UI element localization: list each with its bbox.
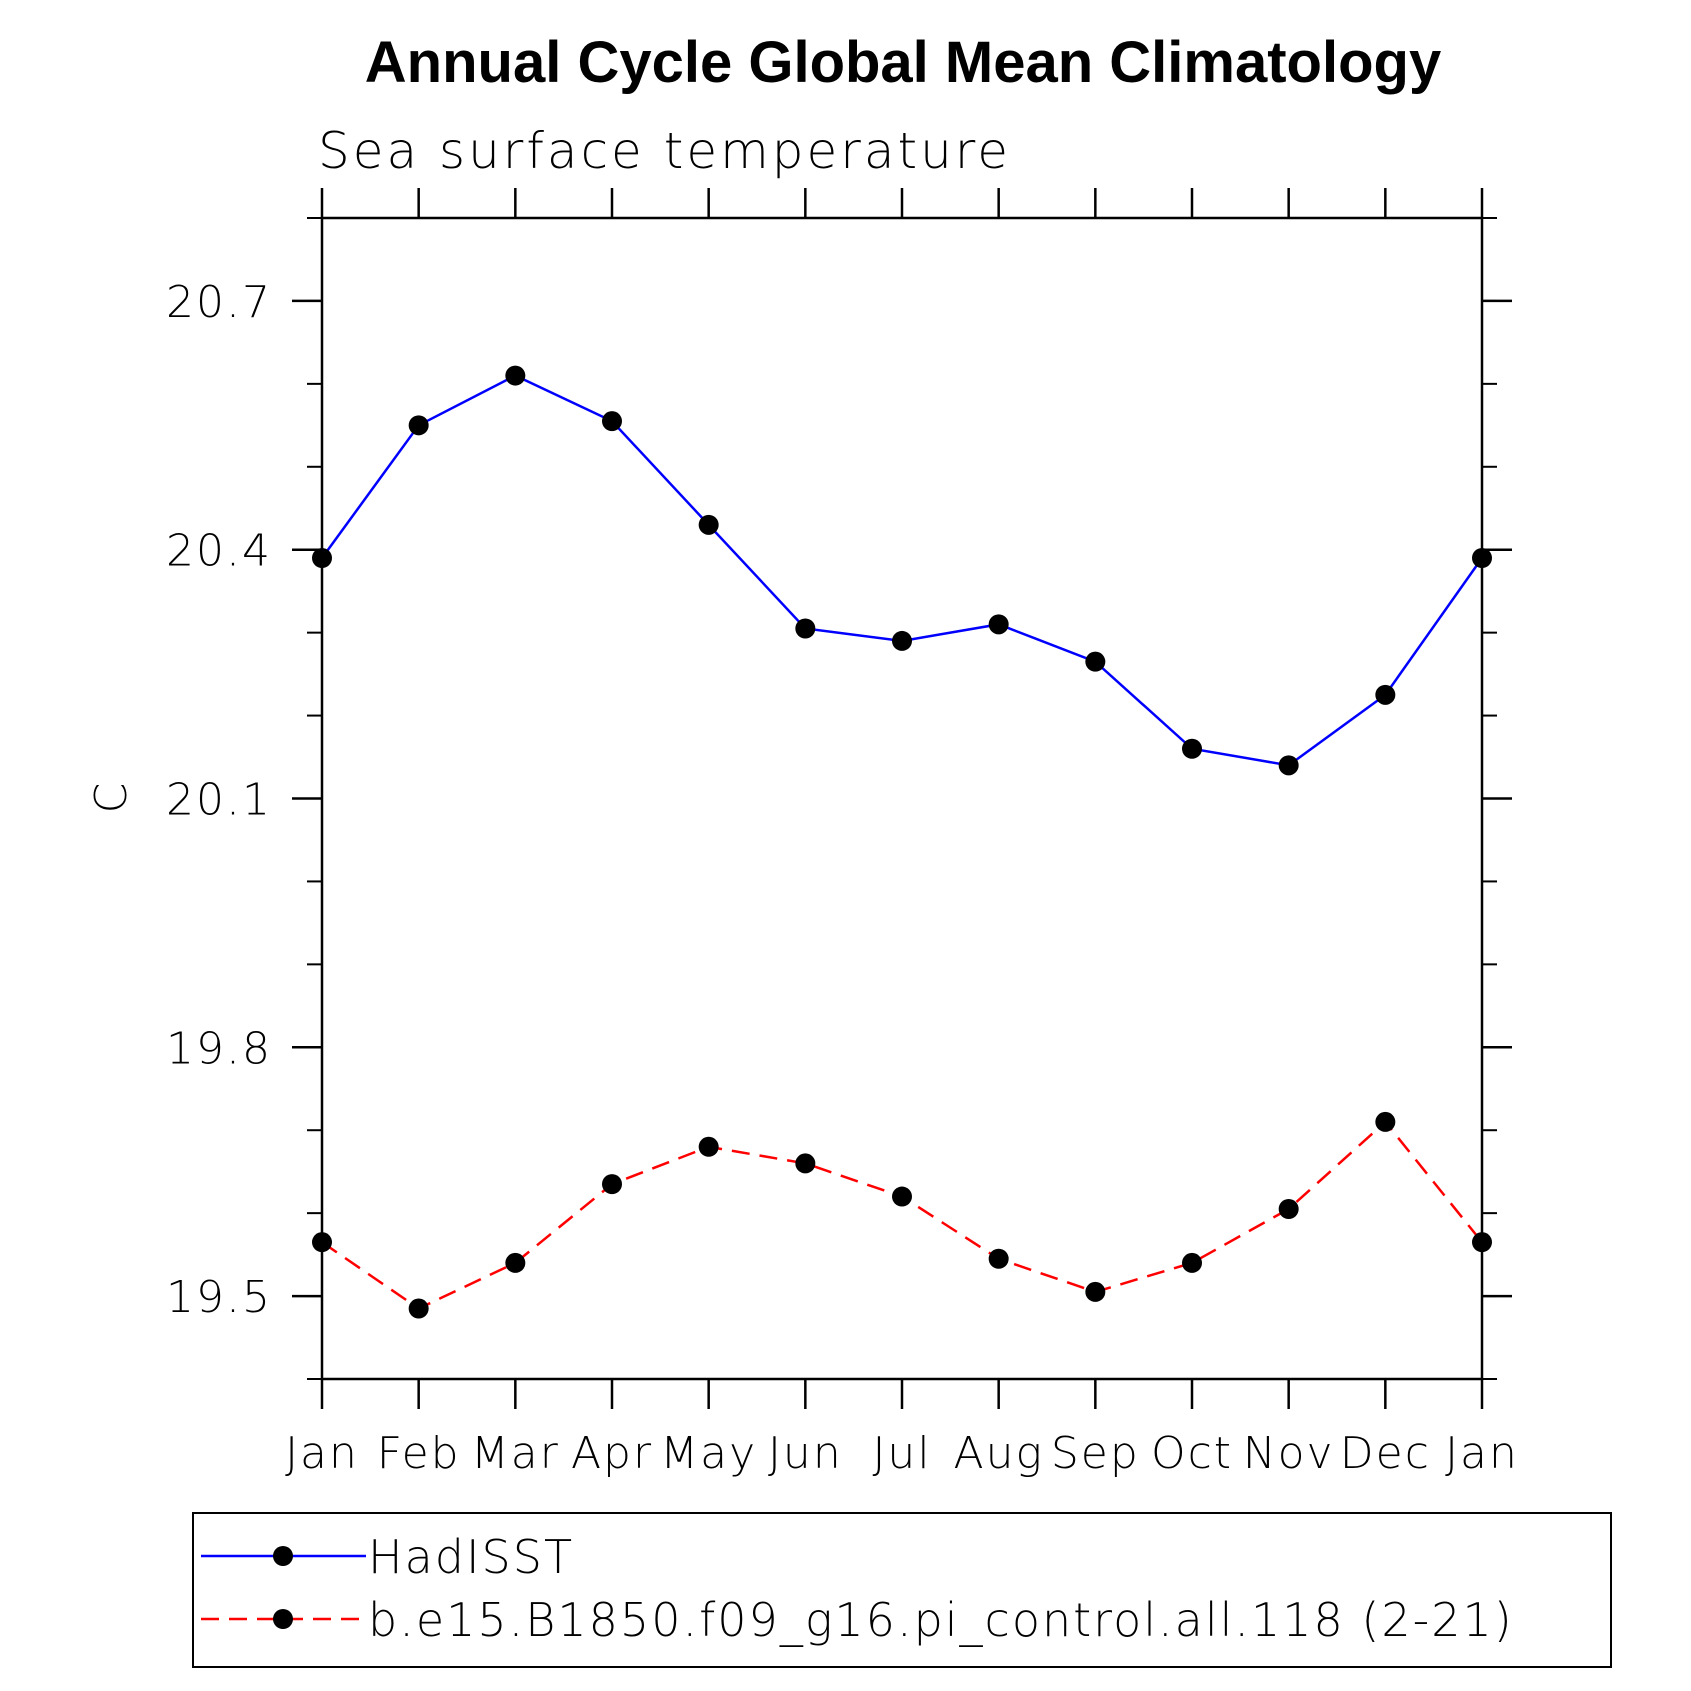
series-1-point: [1375, 684, 1396, 705]
series-1-point: [1182, 738, 1202, 759]
x-tick-label: Dec: [1340, 1428, 1431, 1479]
y-tick-label: 19.8: [166, 1023, 272, 1074]
x-tick-label: Mar: [471, 1428, 560, 1479]
x-tick-label: Apr: [571, 1428, 653, 1479]
series-1-point: [408, 415, 429, 436]
legend-items: HadISST b.e15.B1850.f09_g16.pi_control.al…: [201, 1530, 1514, 1647]
series-1-point: [312, 548, 332, 569]
legend-marker-1: [273, 1546, 293, 1566]
x-tick-label: Nov: [1243, 1428, 1335, 1479]
x-tick-label: Jun: [768, 1428, 843, 1479]
x-tick-label: May: [660, 1428, 757, 1479]
series-2-point: [1085, 1281, 1106, 1302]
series-2-point: [1375, 1111, 1396, 1132]
series-2-point: [795, 1153, 816, 1174]
series-1-point: [1472, 548, 1492, 569]
series-line-1: [320, 374, 1484, 767]
series-1-point: [1278, 755, 1299, 776]
series-2-point: [505, 1252, 526, 1273]
y-tick-label: 19.5: [166, 1272, 272, 1323]
x-tick-label: Jul: [872, 1428, 931, 1479]
series-2-point: [892, 1186, 912, 1207]
legend-label-2: b.e15.B1850.f09_g16.pi_control.all.118 (…: [368, 1593, 1514, 1647]
series-2-point: [1182, 1252, 1202, 1273]
legend-marker-2: [273, 1609, 293, 1629]
legend-label-1: HadISST: [368, 1530, 574, 1584]
x-tick-label: Jan: [285, 1428, 359, 1479]
x-tick-label: Oct: [1151, 1428, 1233, 1479]
x-tick-label: Jan: [1445, 1428, 1519, 1479]
series-2-point: [1278, 1198, 1299, 1219]
series-1-point: [698, 514, 719, 535]
series-2-point: [312, 1232, 332, 1253]
legend: HadISST b.e15.B1850.f09_g16.pi_control.al…: [192, 1512, 1612, 1668]
series-2-point: [602, 1174, 622, 1195]
series-2-point: [698, 1136, 719, 1157]
series-1-point: [892, 630, 912, 651]
x-tick-label: Aug: [953, 1428, 1043, 1479]
y-axis-label: C: [86, 783, 137, 814]
y-tick-label: 20.7: [166, 277, 272, 328]
y-tick-label: 20.4: [166, 526, 272, 577]
series-1-point: [602, 411, 622, 432]
chart-title: Annual Cycle Global Mean Climatology: [365, 30, 1441, 95]
x-tick-label: Sep: [1051, 1428, 1140, 1479]
axis-ticks: Jan Feb Mar Apr May Jun Jul Aug Sep Oct Nov Dec Jan 2…: [166, 188, 1519, 1479]
series-2-point: [408, 1298, 429, 1319]
series-2-point: [988, 1248, 1009, 1269]
series-1-point: [988, 614, 1009, 635]
x-tick-label: Feb: [377, 1428, 461, 1479]
series-1-point: [795, 618, 816, 639]
legend-box: [192, 1512, 1612, 1668]
chart-subtitle: Sea surface temperature: [318, 122, 1011, 180]
series-2-point: [1472, 1232, 1492, 1253]
series-1-point: [505, 365, 526, 386]
series-layer: [312, 365, 1492, 1319]
y-tick-label: 20.1: [166, 775, 272, 826]
series-line-2: [321, 1120, 1483, 1310]
series-1-point: [1085, 651, 1106, 672]
